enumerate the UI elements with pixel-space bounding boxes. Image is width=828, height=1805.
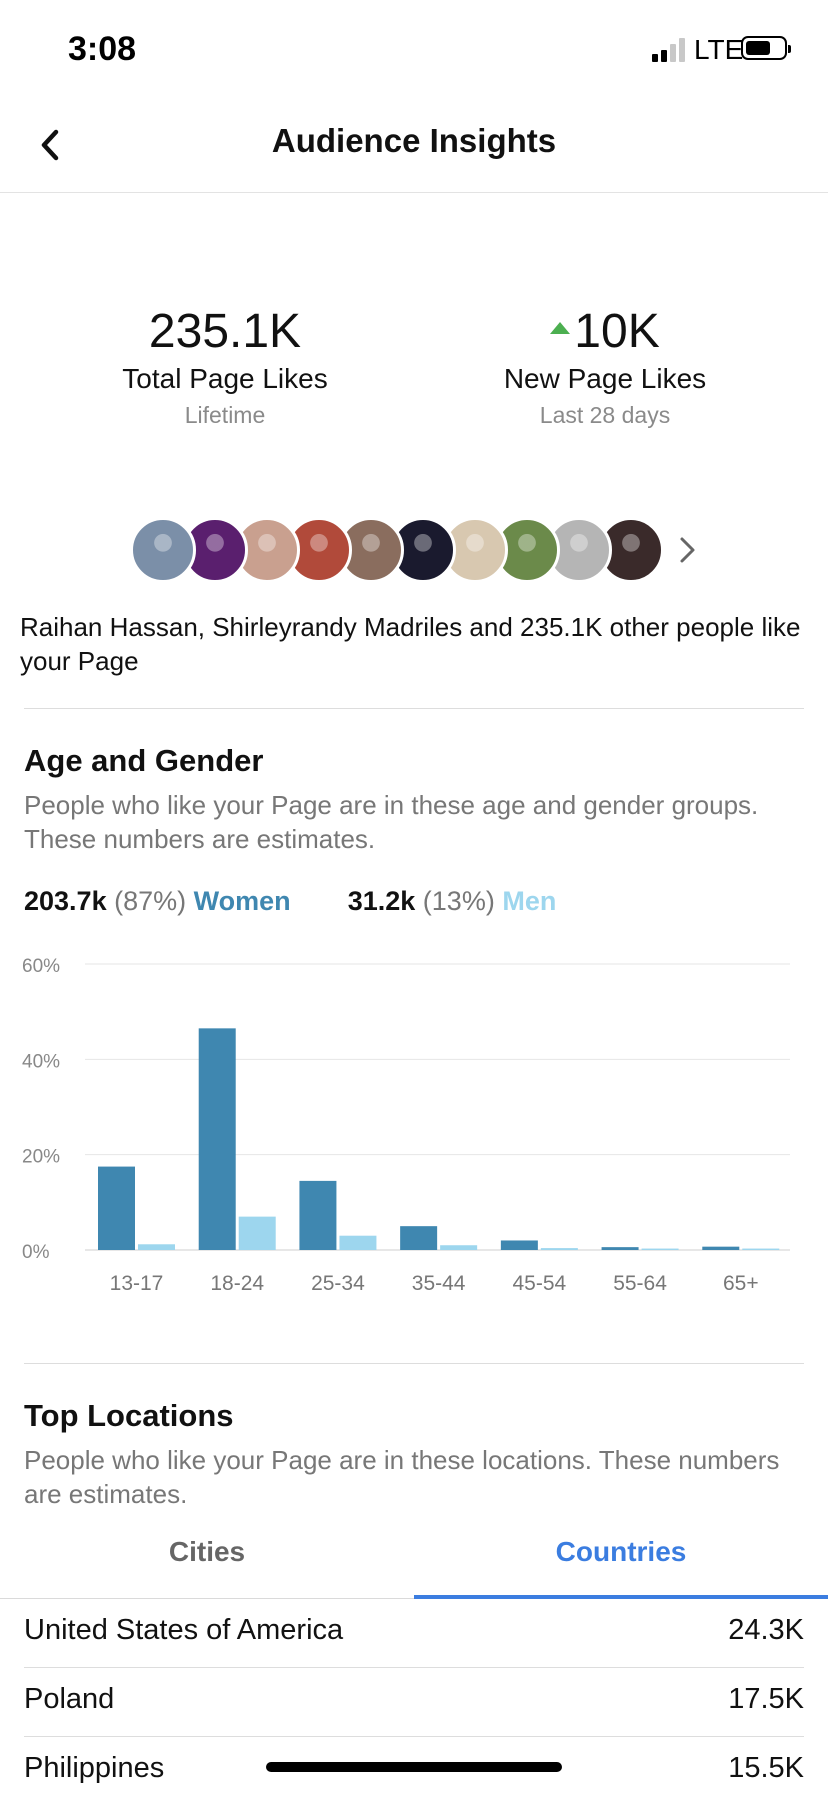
battery-icon: [741, 36, 791, 60]
total-likes-period: Lifetime: [184, 402, 266, 428]
age-gender-description: People who like your Page are in these a…: [24, 790, 759, 854]
x-tick-label: 35-44: [412, 1272, 466, 1295]
back-button[interactable]: [28, 120, 78, 170]
liker-avatar: [442, 517, 508, 583]
total-page-likes-stat: 235.1K Total Page Likes Lifetime: [90, 304, 360, 432]
bar-women: [98, 1166, 135, 1250]
bar-men: [339, 1235, 377, 1250]
new-likes-period: Last 28 days: [539, 402, 671, 428]
bar-men: [641, 1248, 679, 1250]
location-value: 24.3K: [728, 1614, 804, 1646]
bar-women: [601, 1247, 639, 1250]
tab-cities[interactable]: Cities: [168, 1536, 246, 1567]
y-tick-label: 0%: [22, 1242, 50, 1263]
liker-avatar: [182, 517, 248, 583]
age-gender-title: Age and Gender: [24, 743, 264, 778]
home-indicator: [266, 1762, 562, 1772]
location-tabs: Cities Countries: [0, 1512, 828, 1599]
status-bar: 3:08 LTE: [0, 0, 828, 100]
bar-women: [400, 1226, 438, 1250]
tab-countries[interactable]: Countries: [555, 1536, 687, 1567]
men-label: Men: [502, 886, 557, 916]
bar-men: [540, 1248, 578, 1250]
chevron-right-icon: [680, 537, 695, 563]
gender-summary: 203.7k (87%) Women 31.2k (13%) Men: [24, 886, 556, 917]
new-likes-value: 10K: [574, 305, 660, 358]
age-gender-chart: 60% 40% 20% 0% 13-17 18-24 25-34 35-44 45-54 55-6…: [22, 956, 790, 1295]
location-value: 15.5K: [728, 1752, 804, 1784]
women-percent: (87%): [114, 886, 187, 916]
location-row[interactable]: United States of America 24.3K: [24, 1598, 804, 1668]
location-row[interactable]: Philippines 15.5K: [24, 1736, 804, 1805]
bar-men: [238, 1216, 276, 1250]
liker-avatar: [130, 517, 196, 583]
x-tick-label: 13-17: [110, 1272, 164, 1295]
navigation-header: Audience Insights: [0, 100, 828, 193]
women-label: Women: [193, 886, 291, 916]
x-tick-label: 18-24: [210, 1272, 264, 1295]
bar-men: [138, 1244, 175, 1250]
trend-up-icon: [550, 322, 571, 335]
network-type: LTE: [694, 34, 744, 65]
top-locations-title: Top Locations: [24, 1398, 234, 1433]
location-name: United States of America: [24, 1614, 344, 1646]
divider: [24, 1363, 804, 1364]
bar-men: [440, 1245, 478, 1250]
location-row[interactable]: Poland 17.5K: [24, 1667, 804, 1737]
y-tick-label: 20%: [22, 1147, 60, 1168]
bar-men: [742, 1248, 780, 1250]
total-likes-label: Total Page Likes: [122, 363, 328, 394]
x-tick-label: 25-34: [311, 1272, 365, 1295]
chevron-left-icon: [41, 129, 59, 161]
men-percent: (13%): [422, 886, 495, 916]
y-tick-label: 40%: [22, 1051, 60, 1072]
see-all-likers-button[interactable]: [672, 532, 702, 568]
total-likes-value: 235.1K: [148, 305, 302, 358]
status-time: 3:08: [68, 30, 137, 68]
likers-summary: Raihan Hassan, Shirleyrandy Madriles and…: [20, 612, 801, 676]
bar-women: [198, 1028, 236, 1250]
new-page-likes-stat: 10K New Page Likes Last 28 days: [470, 304, 740, 432]
location-name: Philippines: [24, 1752, 165, 1784]
top-locations-description: People who like your Page are in these l…: [24, 1445, 780, 1509]
men-count: 31.2k: [347, 886, 416, 916]
new-likes-label: New Page Likes: [503, 363, 707, 394]
liker-avatar: [598, 517, 664, 583]
active-tab-indicator: [414, 1595, 828, 1599]
bar-women: [299, 1180, 337, 1250]
y-tick-label: 60%: [22, 956, 60, 977]
women-count: 203.7k: [24, 886, 107, 916]
location-name: Poland: [24, 1683, 115, 1715]
location-value: 17.5K: [728, 1683, 804, 1715]
signal-icon: [652, 38, 688, 62]
page-title: Audience Insights: [271, 122, 557, 159]
x-tick-label: 65+: [723, 1272, 759, 1295]
divider: [24, 708, 804, 709]
bar-women: [500, 1240, 538, 1250]
bar-women: [702, 1246, 740, 1250]
x-tick-label: 45-54: [512, 1272, 566, 1295]
x-tick-label: 55-64: [613, 1272, 667, 1295]
